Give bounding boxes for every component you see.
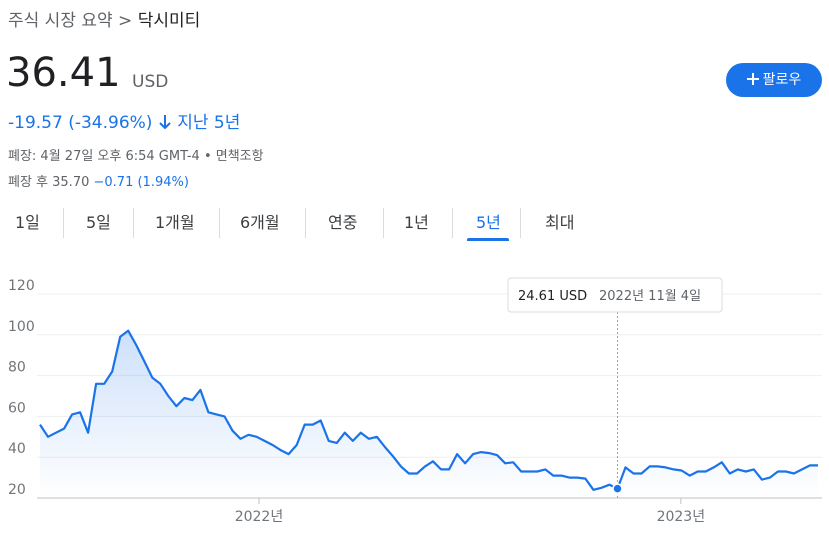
tab-separator — [305, 208, 306, 238]
tab[interactable]: 5일 — [86, 213, 111, 232]
tab[interactable]: 최대 — [545, 213, 575, 232]
hover-point — [612, 483, 623, 494]
y-tick-label: 120 — [8, 278, 35, 294]
tooltip-price: 24.61 USD — [518, 289, 587, 304]
tab[interactable]: 연중 — [328, 213, 358, 232]
tab-separator — [520, 208, 521, 238]
y-tick-label: 80 — [8, 360, 26, 376]
y-tick-label: 100 — [8, 319, 35, 335]
tab[interactable]: 1일 — [15, 213, 40, 232]
y-tick-label: 40 — [8, 441, 26, 457]
tab-separator — [133, 208, 134, 238]
after-row: 폐장 후 35.70 −0.71 (1.94%) — [8, 171, 189, 190]
period: 지난 5년 — [177, 113, 241, 133]
x-tick-label: 2022년 — [235, 509, 284, 525]
after-label: 폐장 후 35.70 — [8, 175, 90, 190]
breadcrumb-row: 주식 시장 요약 > 닥시미티 — [8, 6, 200, 31]
area — [40, 330, 818, 498]
after-change: −0.71 (1.94%) — [93, 175, 189, 190]
plus-icon — [746, 73, 759, 85]
follow-label: 팔로우 — [762, 72, 802, 88]
tab[interactable]: 6개월 — [240, 213, 280, 232]
y-tick-label: 60 — [8, 400, 26, 416]
tab-underline — [467, 238, 509, 241]
tab-separator — [63, 208, 64, 238]
tab-separator — [383, 208, 384, 238]
stock-name: 닥시미티 — [137, 11, 201, 31]
tab-separator — [452, 208, 453, 238]
breadcrumb[interactable]: 주식 시장 요약 > — [8, 11, 133, 31]
disclaimer[interactable]: 면책조항 — [215, 149, 264, 164]
tab[interactable]: 1개월 — [155, 213, 195, 232]
close-row: 폐장: 4월 27일 오후 6:54 GMT-4 • 면책조항 — [8, 145, 264, 164]
tab[interactable]: 5년 — [476, 213, 501, 232]
tab[interactable]: 1년 — [404, 213, 429, 232]
down-arrow — [159, 115, 171, 130]
tab-separator — [219, 208, 220, 238]
y-tick-label: 20 — [8, 482, 26, 498]
tooltip-box — [507, 277, 723, 313]
tooltip-date: 2022년 11월 4일 — [599, 289, 701, 304]
change: -19.57 (-34.96%) — [8, 113, 153, 133]
line — [39, 329, 818, 491]
close-info: 폐장: 4월 27일 오후 6:54 GMT-4 • — [8, 149, 212, 164]
change-row: -19.57 (-34.96%) 지난 5년 — [8, 108, 240, 133]
price: 36.41 — [6, 50, 121, 96]
follow-button[interactable]: 팔로우 — [726, 63, 822, 97]
x-tick-label: 2023년 — [657, 509, 706, 525]
currency: USD — [132, 72, 169, 92]
